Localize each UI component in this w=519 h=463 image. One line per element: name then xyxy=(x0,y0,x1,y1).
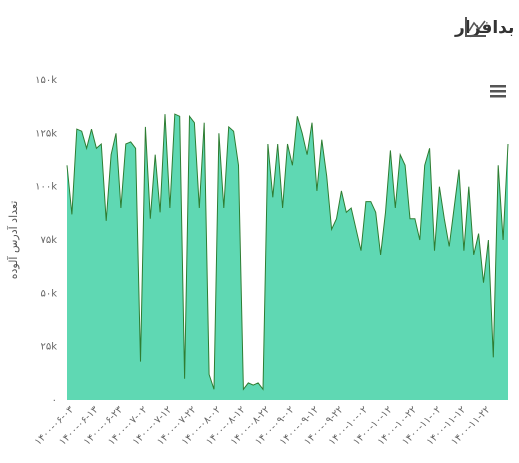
y-tick-label: ۲۵k xyxy=(40,342,57,353)
y-tick-label: ۵۰k xyxy=(40,288,57,299)
y-tick-label: ۱۰۰k xyxy=(35,182,57,193)
line xyxy=(66,113,509,391)
y-tick-label: ۷۵k xyxy=(40,235,57,246)
y-tick-label: ۱۲۵k xyxy=(35,128,57,139)
y-tick-label: ۰ xyxy=(52,395,57,406)
y-axis-label: تعداد آدرس آلوده xyxy=(6,201,20,280)
title-icon xyxy=(465,17,486,37)
chart-title: تعداد آدرس‌های ایرانی آلوده به بدافزار xyxy=(454,16,519,38)
area xyxy=(67,114,508,400)
y-tick-label: ۱۵۰k xyxy=(35,75,57,86)
menu-button[interactable] xyxy=(490,85,506,98)
